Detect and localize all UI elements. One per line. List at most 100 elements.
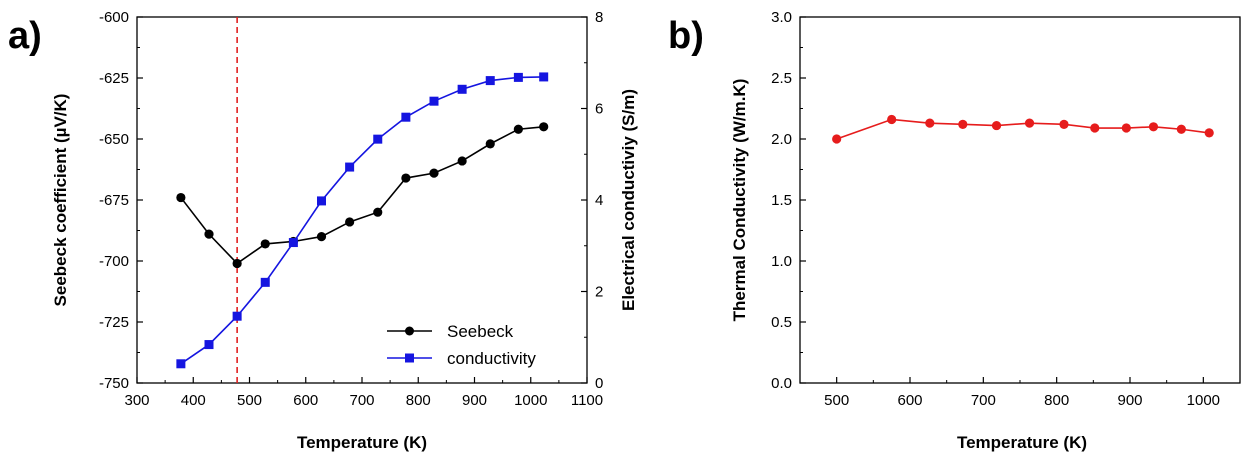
conductivity-data-point [317,196,326,206]
series-data-point [887,114,897,125]
seebeck-data-point [345,217,355,227]
panel-a-x-axis: 300 400 500 600 700 800 900 1000 1100 [124,377,603,409]
x-tick-label: 900 [1117,392,1142,409]
series-data-point [1148,122,1159,132]
panel-a-x-axis-title: Temperature (K) [297,433,427,452]
seebeck-data-point [316,232,327,242]
x-tick-label: 300 [124,392,149,409]
x-tick-label: 1000 [1187,392,1220,409]
y-tick-label: 1.0 [771,253,792,270]
y2-tick-label: 8 [595,9,603,26]
seebeck-data-point [513,124,523,134]
series-data-point [991,120,1002,131]
panel-b-y-axis: 0.0 0.5 1.0 1.5 2.0 2.5 3.0 [771,9,806,392]
y-tick-label: -750 [99,375,129,392]
seebeck-data-point [457,156,467,166]
y-tick-label: 2.5 [771,70,792,87]
x-tick-label: 700 [349,392,374,409]
series-data-point [1059,119,1069,129]
conductivity-data-point [260,277,270,287]
y2-tick-label: 6 [595,101,603,118]
y-tick-label: -650 [99,131,129,148]
panel-a-left-y-axis: -750 -725 -700 -675 -650 -625 -600 [99,9,143,392]
conductivity-data-point [457,84,467,94]
y-tick-label: 3.0 [771,9,792,26]
y-tick-label: -725 [99,314,129,331]
panel-a-right-y-axis-title: Electrical conductiviy (S/m) [619,89,638,311]
conductivity-data-point [539,72,549,82]
panel-a-plot-frame [136,16,588,384]
y2-tick-label: 2 [595,284,603,301]
y-tick-label: -600 [99,9,129,26]
series-series-line [836,118,1210,140]
panel-b-x-axis: 500 600 700 800 900 1000 [824,377,1220,409]
conductivity-data-point [485,76,495,86]
series-data-point [1176,124,1186,134]
legend-conductivity-marker [405,353,414,363]
panel-a-right-y-axis: 0 2 4 6 8 [581,9,603,392]
x-tick-label: 500 [824,392,849,409]
panel-a-left-y-axis-title: Seebeck coefficient (µV/K) [51,94,70,307]
seebeck-data-point [204,229,214,239]
y-tick-label: -625 [99,70,129,87]
legend-conductivity-label: conductivity [447,349,536,368]
series-data-point [1121,123,1131,133]
x-tick-label: 400 [181,392,206,409]
legend-entry-conductivity: conductivity [387,349,536,368]
conductivity-data-point [345,162,355,172]
panel-b-plot-frame [799,16,1241,384]
panel-a-label: a) [8,15,42,57]
y2-tick-label: 4 [595,192,603,209]
series-data-point [925,118,935,128]
panel-a-seebeck-conductivity-chart: a) 300 400 500 600 700 800 900 1000 1100 -750 -72… [8,9,638,452]
series-data-point [1090,123,1100,133]
panel-b-x-axis-title: Temperature (K) [957,433,1087,452]
panel-a-series-group [176,72,549,369]
seebeck-data-point [401,173,411,183]
seebeck-data-point [373,207,383,217]
seebeck-data-point [429,168,439,178]
x-tick-label: 700 [971,392,996,409]
y-tick-label: -675 [99,192,129,209]
series-data-point [832,134,842,144]
x-tick-label: 500 [237,392,262,409]
x-tick-label: 1100 [571,392,603,409]
legend-seebeck-marker [405,326,414,336]
series-data-point [1204,128,1214,138]
series-data-point [1024,118,1035,128]
conductivity-data-point [513,72,523,82]
conductivity-data-point [429,96,439,106]
seebeck-data-point [485,139,495,149]
conductivity-data-point [176,359,186,369]
y-tick-label: -700 [99,253,129,270]
seebeck-data-point [539,122,549,132]
x-tick-label: 600 [293,392,318,409]
x-tick-label: 800 [406,392,431,409]
seebeck-series-line [180,126,544,265]
series-data-point [958,119,968,129]
x-tick-label: 800 [1044,392,1069,409]
y-tick-label: 2.0 [771,131,792,148]
y-tick-label: 1.5 [771,192,792,209]
x-tick-label: 900 [462,392,487,409]
legend-entry-seebeck: Seebeck [387,322,514,341]
seebeck-data-point [232,258,242,269]
conductivity-data-point [204,340,214,350]
y-tick-label: 0.5 [771,314,792,331]
x-tick-label: 600 [897,392,922,409]
conductivity-data-point [373,134,383,144]
conductivity-series-line [180,76,544,365]
seebeck-data-point [260,239,270,249]
panel-b-thermal-conductivity-chart: b) 500 600 700 800 900 1000 0.0 0.5 1.0 1.5 2.0 2.… [668,9,1241,452]
panel-b-y-axis-title: Thermal Conductivity (W/m.K) [730,79,749,322]
y2-tick-label: 0 [595,375,603,392]
y-tick-label: 0.0 [771,375,792,392]
conductivity-data-point [401,112,411,122]
conductivity-data-point [232,311,242,321]
panel-b-label: b) [668,15,704,57]
panel-a-legend: Seebeck conductivity [387,322,536,368]
legend-seebeck-label: Seebeck [447,322,514,341]
seebeck-data-point [176,192,186,203]
conductivity-data-point [288,238,298,248]
